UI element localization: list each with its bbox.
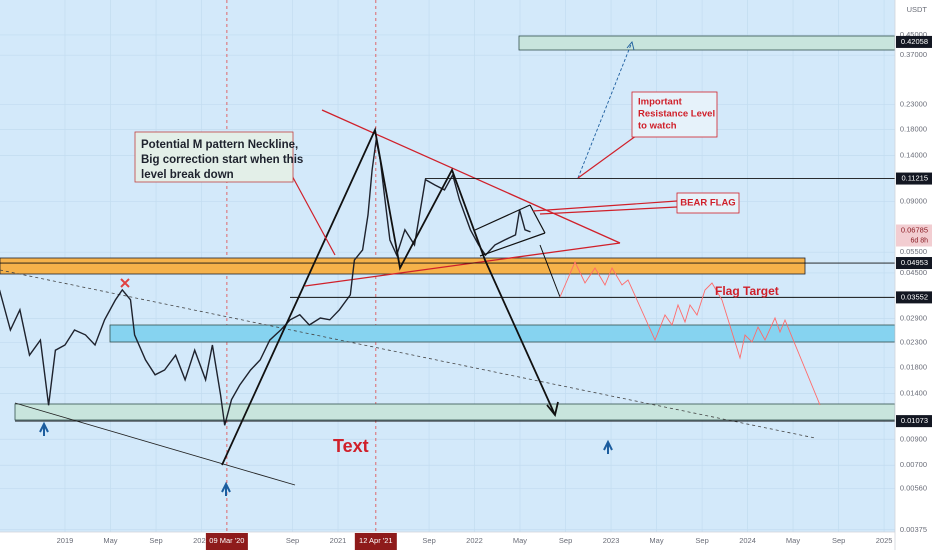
flag-lower — [479, 232, 546, 257]
triangle-lower — [304, 242, 621, 287]
up-arrow — [39, 421, 49, 436]
price-label: 0.42058 — [901, 37, 928, 46]
y-tick-label: 0.00560 — [900, 483, 927, 492]
y-tick-label: 0.37000 — [900, 50, 927, 59]
x-tick-label: Sep — [559, 536, 572, 545]
x-tick-label: May — [103, 536, 117, 545]
price-label-box — [896, 415, 932, 428]
support-zone — [109, 324, 896, 343]
x-tick-label: 2022 — [466, 536, 483, 545]
date-marker-box — [354, 533, 397, 550]
y-tick-label: 0.18000 — [900, 125, 927, 134]
y-tick-label: 0.23000 — [900, 99, 927, 108]
dashed-trendline — [0, 269, 816, 439]
x-tick-label: 2021 — [330, 536, 347, 545]
resistance-arrow — [577, 41, 633, 179]
callout-line: level break down — [141, 169, 234, 181]
callout-pointer — [532, 200, 678, 212]
neckline-zone — [0, 257, 806, 275]
resistance-zone — [518, 35, 896, 51]
bottom-zone — [14, 403, 896, 421]
up-arrow — [603, 439, 613, 454]
callout-line: Big correction start when this — [141, 154, 303, 166]
x-tick-label: 2024 — [739, 536, 756, 545]
x-tick-label: Sep — [286, 536, 299, 545]
date-marker-box — [205, 533, 248, 550]
price-label: 0.01073 — [901, 416, 928, 425]
callout-pointer — [289, 171, 336, 256]
projection-path — [559, 260, 821, 406]
callout-pointer — [577, 132, 641, 179]
time-axis — [0, 532, 895, 550]
date-marker-label: 09 Mar '20 — [209, 536, 244, 545]
callout-line: Potential M pattern Neckline, — [141, 139, 298, 151]
y-tick-label: 0.02900 — [900, 313, 927, 322]
up-arrow — [221, 481, 231, 496]
resistance-callout — [631, 91, 718, 138]
bear-flag-callout — [676, 192, 740, 214]
y-tick-label: 0.02300 — [900, 337, 927, 346]
neckline-callout — [134, 131, 294, 183]
m-pattern — [221, 127, 556, 466]
price-label: 0.04953 — [901, 258, 928, 267]
currency-label: USDT — [907, 5, 928, 14]
x-tick-label: 2023 — [603, 536, 620, 545]
x-tick-label: Sep — [422, 536, 435, 545]
y-tick-label: 0.04500 — [900, 268, 927, 277]
y-tick-label: 0.09000 — [900, 196, 927, 205]
resistance-text: Important Resistance Level to watch — [638, 97, 715, 132]
labels-layer: 0.45000 0.37000 0.23000 0.18000 0.14000 0.090… — [57, 30, 932, 550]
price-label-box — [896, 291, 932, 304]
last-price-label: 0.06785 — [901, 225, 928, 234]
y-tick-label: 0.00375 — [900, 525, 927, 534]
flag-upper — [474, 204, 531, 231]
x-tick-label: Sep — [832, 536, 845, 545]
y-tick-label: 0.01800 — [900, 363, 927, 372]
price-label: 0.03552 — [901, 292, 928, 301]
x-tick-label: 2019 — [57, 536, 74, 545]
support-trendline — [14, 402, 296, 486]
y-tick-label: 0.00700 — [900, 460, 927, 469]
bear-flag-label: BEAR FLAG — [680, 198, 735, 209]
last-price-box — [896, 224, 932, 247]
flag-target-label: Flag Target — [715, 284, 779, 298]
price-axis — [895, 0, 932, 550]
y-tick-label: 0.00900 — [900, 434, 927, 443]
callout-line: Resistance Level — [638, 109, 715, 120]
price-label-box — [896, 257, 932, 270]
neckline-text: Potential M pattern Neckline, Big correc… — [141, 139, 303, 181]
triangle-upper — [321, 109, 621, 244]
arrow-head — [546, 401, 559, 418]
x-tick-label: May — [513, 536, 527, 545]
x-tick-label: 2020 — [193, 536, 210, 545]
x-tick-label: Sep — [695, 536, 708, 545]
x-tick-label: May — [649, 536, 663, 545]
flag-side — [529, 204, 546, 234]
y-tick-label: 0.05500 — [900, 247, 927, 256]
flag-arrow — [539, 244, 561, 298]
resistance-arrow-head — [626, 41, 635, 51]
price-label-box — [896, 172, 932, 185]
price-label: 0.11215 — [901, 174, 928, 183]
countdown-label: 6d 8h — [910, 237, 928, 244]
callout-pointer — [539, 206, 678, 215]
x-tick-label: May — [786, 536, 800, 545]
x-tick-label: Sep — [149, 536, 162, 545]
price-label-box — [896, 35, 932, 48]
callout-line: to watch — [638, 121, 677, 132]
callout-line: Important — [638, 97, 683, 108]
y-tick-label: 0.45000 — [900, 30, 927, 39]
y-tick-label: 0.14000 — [900, 151, 927, 160]
y-tick-label: 0.01400 — [900, 389, 927, 398]
date-marker-label: 12 Apr '21 — [359, 536, 393, 545]
x-tick-label: 2025 — [876, 536, 893, 545]
top-mark — [120, 278, 130, 288]
text-label: Text — [333, 436, 369, 456]
